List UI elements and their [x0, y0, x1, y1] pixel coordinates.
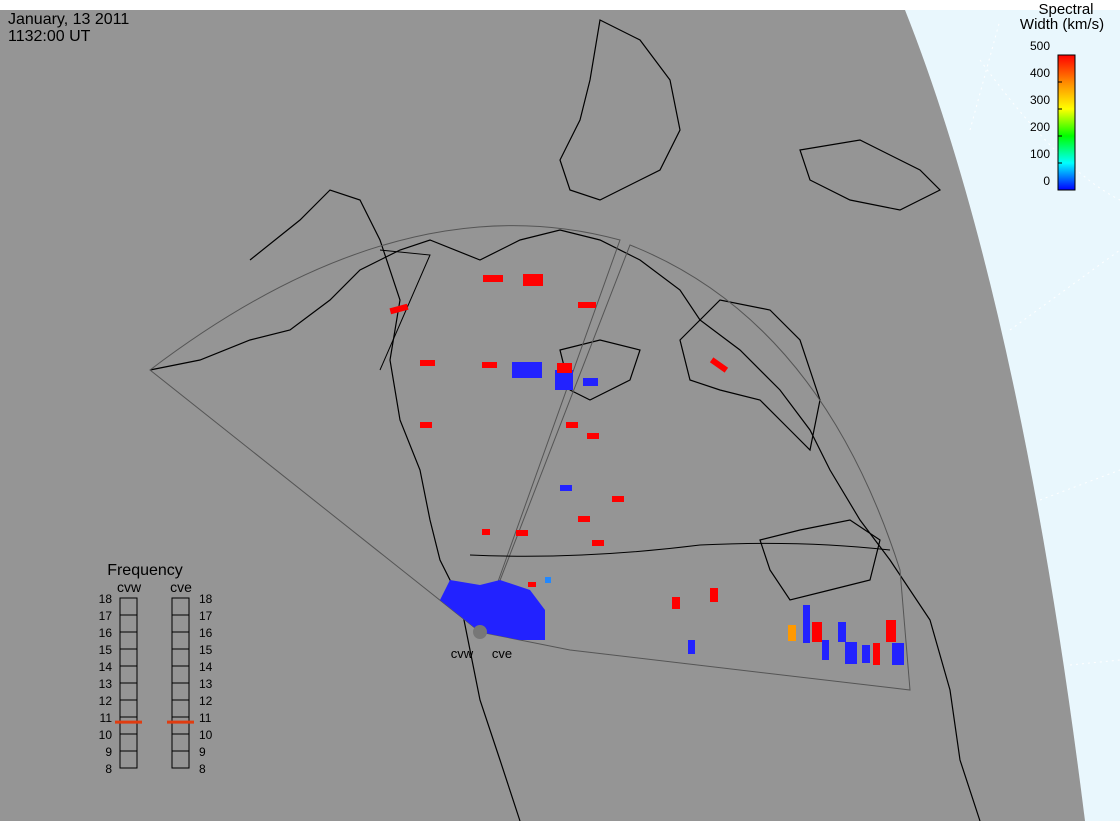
- grid-line: [969, 19, 1120, 666]
- radar-name: cve: [170, 579, 192, 595]
- frequency-tick-label: 15: [99, 643, 113, 657]
- frequency-tick-label: 13: [199, 677, 213, 691]
- colorbar-tick-label: 300: [1030, 93, 1050, 107]
- cell: [483, 275, 503, 282]
- frequency-tick-label: 8: [199, 762, 206, 776]
- cell: [672, 597, 680, 609]
- cell: [710, 588, 718, 602]
- cell: [612, 496, 624, 502]
- colorbar-tick-label: 400: [1030, 66, 1050, 80]
- cell: [516, 530, 528, 536]
- boundary: [379, 249, 891, 557]
- cell: [528, 582, 536, 587]
- radar-name: cvw: [117, 579, 142, 595]
- cell: [523, 274, 543, 286]
- cell: [420, 360, 435, 366]
- radar-site: [473, 625, 487, 639]
- frequency-tick-label: 9: [199, 745, 206, 759]
- cell: [389, 303, 409, 315]
- cell: [545, 577, 551, 583]
- cell: [482, 362, 497, 368]
- cell: [578, 302, 596, 308]
- frequency-tick-label: 18: [99, 592, 113, 606]
- frequency-tick-label: 16: [99, 626, 113, 640]
- frequency-tick-label: 11: [199, 711, 212, 725]
- frequency-tick-label: 16: [199, 626, 213, 640]
- frequency-tick-label: 13: [99, 677, 113, 691]
- cell: [560, 485, 572, 491]
- colorbar-tick-label: 0: [1043, 174, 1050, 188]
- cell: [592, 540, 604, 546]
- cell: [892, 643, 904, 665]
- frequency-tick-label: 15: [199, 643, 213, 657]
- cell: [788, 625, 796, 641]
- scatter-cells: [389, 274, 904, 665]
- cell: [482, 529, 490, 535]
- frequency-tick-label: 8: [105, 762, 112, 776]
- colorbar: [1057, 54, 1076, 191]
- cell: [420, 422, 432, 428]
- frequency-tick-label: 11: [100, 711, 113, 725]
- cell: [822, 640, 829, 660]
- frequency-tick-label: 9: [105, 745, 112, 759]
- radar-fans: [149, 225, 911, 691]
- cell-cluster: [440, 580, 545, 640]
- frequency-tick-label: 14: [99, 660, 113, 674]
- frequency-title: Frequency: [107, 562, 183, 579]
- frequency-tick-label: 12: [99, 694, 113, 708]
- cell: [803, 605, 810, 643]
- cell: [709, 357, 729, 373]
- frequency-tick-label: 17: [199, 609, 213, 623]
- cell: [845, 642, 857, 664]
- colorbar-title: Spectral: [1038, 1, 1093, 18]
- colorbar-tick-label: 500: [1030, 39, 1050, 53]
- cell: [578, 516, 590, 522]
- globe: [0, 10, 1085, 821]
- site-label: cve: [492, 646, 512, 661]
- cell: [812, 622, 822, 642]
- colorbar-title: Width (km/s): [1020, 16, 1104, 33]
- time: 1132:00 UT: [8, 28, 91, 45]
- cell: [587, 433, 599, 439]
- date: January, 13 2011: [8, 11, 129, 28]
- site-label: cvw: [451, 646, 474, 661]
- frequency-tick-label: 18: [199, 592, 213, 606]
- top-strip: [0, 0, 1120, 10]
- frequency-tick-label: 17: [99, 609, 113, 623]
- cell: [688, 640, 695, 654]
- frequency-tick-label: 10: [99, 728, 113, 742]
- cell: [512, 362, 542, 378]
- cell: [583, 378, 598, 386]
- colorbar-tick-label: 200: [1030, 120, 1050, 134]
- frequency-tick-label: 14: [199, 660, 213, 674]
- frequency-tick-label: 12: [199, 694, 213, 708]
- cell: [566, 422, 578, 428]
- colorbar-tick-label: 100: [1030, 147, 1050, 161]
- frequency-tick-label: 10: [199, 728, 213, 742]
- cell: [555, 370, 573, 390]
- cell: [557, 363, 572, 373]
- cell: [862, 645, 870, 663]
- cell: [886, 620, 896, 642]
- cell: [838, 622, 846, 642]
- cell: [873, 643, 880, 665]
